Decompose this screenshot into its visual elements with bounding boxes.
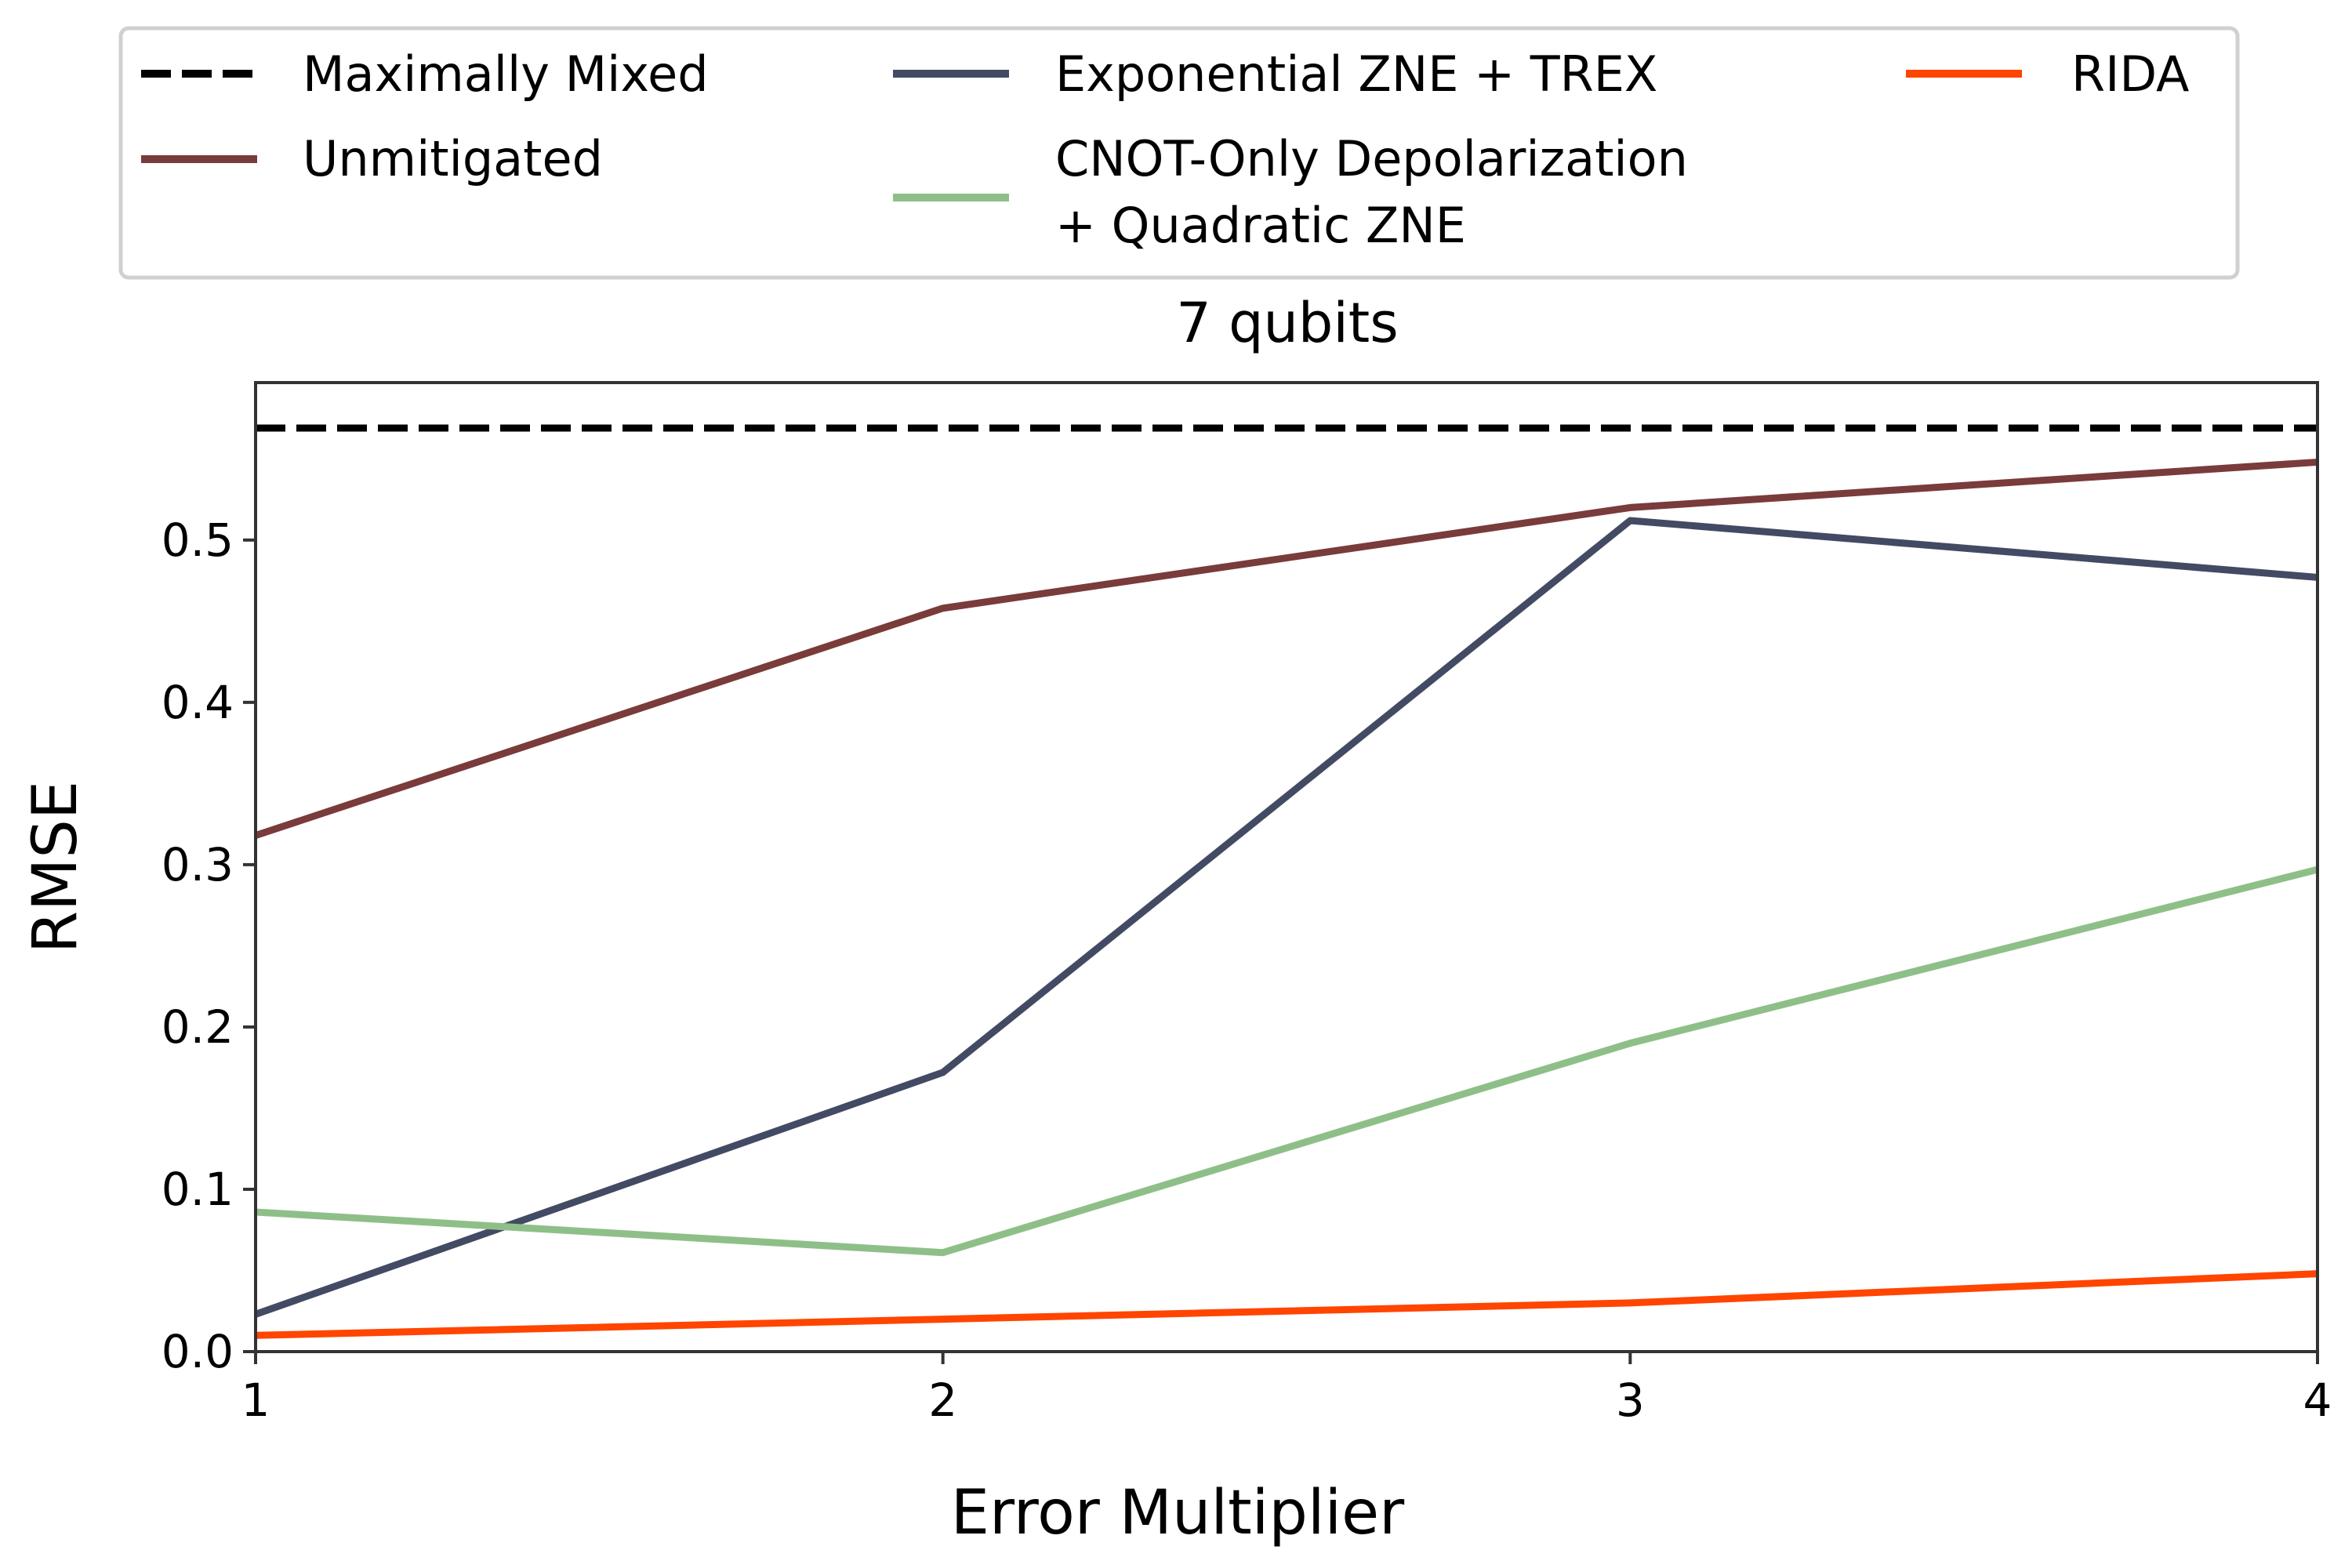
- y-axis-ticks: 0.0 0.1 0.2 0.3 0.4 0.5: [162, 514, 256, 1378]
- legend-entry-rida: RIDA: [1906, 45, 2189, 103]
- y-tick-label: 0.3: [162, 838, 234, 891]
- plot-frame: [254, 381, 2319, 1353]
- x-axis-ticks: 1 2 3 4: [241, 1352, 2332, 1427]
- legend-entry-unmitigated: Unmitigated: [141, 130, 603, 187]
- y-tick-label: 0.5: [162, 514, 234, 567]
- y-tick-label: 0.0: [162, 1325, 234, 1378]
- legend-label-rida: RIDA: [2071, 45, 2189, 103]
- x-tick-label: 3: [1616, 1374, 1645, 1427]
- x-tick-label: 1: [241, 1374, 270, 1427]
- x-axis-label: Error Multiplier: [951, 1478, 1405, 1548]
- series-line-rida: [255, 1270, 2318, 1339]
- plot-area: 1 2 3 4 0.0 0.1 0.2 0.3 0.4 0.5: [162, 381, 2332, 1427]
- series-line-unmitigated: [254, 458, 2318, 839]
- legend-label-exponential-zne-trex: Exponential ZNE + TREX: [1055, 45, 1657, 103]
- legend-label-unmitigated: Unmitigated: [303, 130, 603, 187]
- legend-frame: [118, 26, 2240, 280]
- legend: Maximally Mixed Unmitigated Exponential …: [118, 26, 2240, 280]
- y-tick-label: 0.2: [162, 1000, 234, 1054]
- x-tick-label: 2: [928, 1374, 957, 1427]
- y-tick-label: 0.1: [162, 1163, 234, 1216]
- y-tick-label: 0.4: [162, 676, 234, 729]
- legend-entry-maximally-mixed: Maximally Mixed: [141, 45, 709, 103]
- y-axis-label: RMSE: [20, 781, 91, 953]
- legend-entry-exponential-zne-trex: Exponential ZNE + TREX: [893, 45, 1657, 103]
- legend-label-cnot-depolarization-line1: CNOT-Only Depolarization: [1055, 130, 1688, 187]
- series-layer: [254, 424, 2319, 1339]
- legend-entry-cnot-depolarization: CNOT-Only Depolarization + Quadratic ZNE: [893, 130, 1688, 254]
- legend-label-cnot-depolarization-line2: + Quadratic ZNE: [1055, 197, 1466, 254]
- chart-title: 7 qubits: [1176, 291, 1398, 355]
- series-line-exponential-zne-trex: [254, 517, 2318, 1318]
- x-tick-label: 4: [2303, 1374, 2332, 1427]
- series-line-cnot-depolarization: [255, 866, 2319, 1257]
- legend-label-maximally-mixed: Maximally Mixed: [303, 45, 709, 103]
